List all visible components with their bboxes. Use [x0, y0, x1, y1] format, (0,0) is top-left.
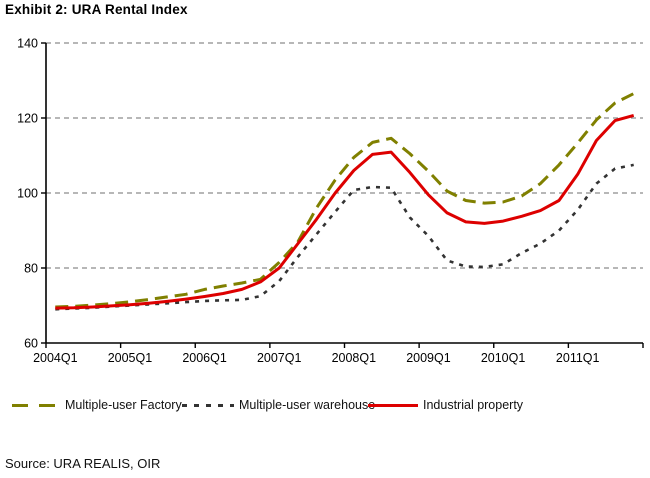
legend-label-factory: Multiple-user Factory: [65, 398, 182, 412]
svg-text:2008Q1: 2008Q1: [332, 351, 377, 365]
svg-text:2004Q1: 2004Q1: [33, 351, 78, 365]
svg-text:2005Q1: 2005Q1: [108, 351, 153, 365]
factory-line-sample-icon: [12, 403, 60, 407]
svg-text:2011Q1: 2011Q1: [556, 351, 600, 365]
svg-text:2006Q1: 2006Q1: [182, 351, 227, 365]
svg-text:100: 100: [17, 187, 38, 201]
chart-legend: Multiple-user Factory Multiple-user ware…: [0, 395, 650, 415]
y-gridlines: [46, 42, 643, 269]
svg-text:80: 80: [24, 262, 38, 276]
industrial-line-sample-icon: [368, 403, 418, 407]
svg-text:2009Q1: 2009Q1: [406, 351, 451, 365]
legend-label-warehouse: Multiple-user warehouse: [239, 398, 376, 412]
svg-text:2010Q1: 2010Q1: [481, 351, 526, 365]
svg-text:2007Q1: 2007Q1: [257, 351, 302, 365]
svg-text:140: 140: [17, 37, 38, 51]
legend-item-factory: Multiple-user Factory: [12, 395, 182, 415]
svg-text:120: 120: [17, 112, 38, 126]
source-note: Source: URA REALIS, OIR: [5, 456, 161, 471]
legend-item-warehouse: Multiple-user warehouse: [182, 395, 375, 415]
figure-title: Exhibit 2: URA Rental Index: [5, 2, 188, 17]
series-line-0: [55, 92, 635, 309]
series-line-1: [55, 163, 634, 311]
y-tick-labels: 60 80 100 120 140: [17, 37, 46, 351]
legend-item-industrial: Industrial property: [368, 395, 523, 415]
x-tick-labels: 2004Q1 2005Q1 2006Q1 2007Q1 2008Q1 2009Q1 2010…: [33, 343, 644, 365]
legend-label-industrial: Industrial property: [423, 398, 524, 412]
svg-text:60: 60: [24, 337, 38, 351]
warehouse-line-sample-icon: [182, 403, 234, 407]
series-line-2: [55, 113, 635, 310]
